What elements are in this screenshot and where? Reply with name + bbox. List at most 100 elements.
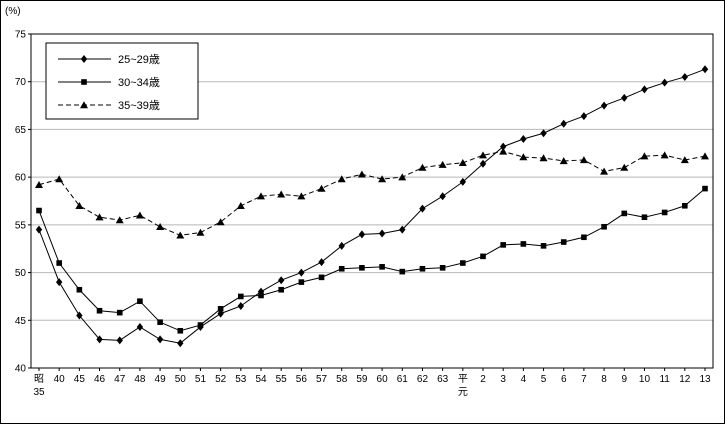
diamond-marker xyxy=(116,336,123,345)
diamond-marker xyxy=(459,177,467,186)
diamond-marker xyxy=(277,276,285,285)
x-tick-label: 12 xyxy=(679,374,691,385)
diamond-marker xyxy=(156,335,164,344)
triangle-marker xyxy=(156,222,165,230)
y-tick-label: 45 xyxy=(15,316,27,327)
series-line xyxy=(38,188,706,332)
triangle-marker xyxy=(398,173,407,181)
y-tick-label: 60 xyxy=(15,173,27,184)
triangle-marker xyxy=(499,147,508,155)
diamond-marker xyxy=(55,278,63,287)
square-marker xyxy=(298,279,305,285)
x-tick-label: 59 xyxy=(356,374,368,385)
triangle-marker xyxy=(317,184,326,192)
x-tick-label: 11 xyxy=(659,374,670,385)
diamond-marker xyxy=(318,258,325,267)
x-tick-label: 49 xyxy=(155,374,167,385)
triangle-marker xyxy=(236,201,245,209)
square-marker xyxy=(682,202,688,209)
triangle-marker xyxy=(479,151,487,159)
diamond-marker xyxy=(35,225,43,234)
plot-border xyxy=(30,33,714,369)
x-tick-label: 8 xyxy=(601,374,607,385)
x-tick-label: 平元 xyxy=(458,374,468,398)
square-marker xyxy=(359,265,365,271)
y-tick-label: 50 xyxy=(15,268,27,279)
legend-label: 25~29歳 xyxy=(118,53,160,66)
chart-legend: 25~29歳 30~34歳 35~39歳 xyxy=(45,42,199,120)
triangle-marker xyxy=(357,170,366,178)
square-marker xyxy=(76,286,83,293)
x-tick-label: 57 xyxy=(316,374,328,385)
triangle-marker xyxy=(418,163,427,171)
x-tick-label: 6 xyxy=(561,374,567,385)
triangle-marker xyxy=(75,201,84,209)
x-tick-label: 50 xyxy=(175,374,187,385)
x-tick-label: 昭 35 xyxy=(33,373,45,398)
square-marker xyxy=(621,210,628,217)
triangle-marker xyxy=(55,175,64,183)
triangle-marker xyxy=(196,228,205,236)
triangle-marker xyxy=(176,231,185,239)
triangle-marker xyxy=(660,151,669,159)
diamond-marker xyxy=(600,101,608,110)
triangle-marker xyxy=(115,216,124,224)
square-marker xyxy=(500,242,506,248)
y-tick-label: 65 xyxy=(15,125,27,136)
square-marker xyxy=(36,207,42,214)
diamond-marker xyxy=(378,229,386,238)
legend-label: 30~34歳 xyxy=(118,76,160,89)
x-tick-label: 54 xyxy=(255,374,267,385)
series-35~39歳 xyxy=(35,147,709,239)
x-tick-label: 45 xyxy=(74,374,86,385)
x-tick-label: 10 xyxy=(639,374,651,385)
square-marker xyxy=(601,223,607,230)
diamond-marker xyxy=(136,322,144,331)
triangle-marker xyxy=(95,213,104,221)
square-marker xyxy=(641,214,648,221)
x-tick-label: 52 xyxy=(215,374,227,385)
y-tick-label: 70 xyxy=(15,77,27,88)
square-marker xyxy=(56,260,62,266)
triangle-marker xyxy=(438,160,447,168)
triangle-marker xyxy=(135,211,144,219)
diamond-marker xyxy=(80,55,88,63)
x-tick-label: 53 xyxy=(235,374,247,385)
diamond-marker xyxy=(701,65,709,74)
square-marker xyxy=(96,307,103,314)
square-marker xyxy=(137,298,143,304)
diamond-marker xyxy=(358,230,366,239)
x-tick-label: 47 xyxy=(114,374,126,385)
x-tick-label: 5 xyxy=(541,374,547,385)
diamond-marker xyxy=(479,159,487,168)
square-marker xyxy=(581,234,587,241)
diamond-marker xyxy=(580,112,588,121)
series-30~34歳 xyxy=(36,185,708,334)
series-line xyxy=(38,150,706,236)
diamond-marker xyxy=(540,129,547,138)
square-marker xyxy=(258,292,264,299)
square-marker xyxy=(540,243,547,249)
triangle-marker xyxy=(80,101,88,109)
triangle-marker xyxy=(337,175,346,183)
triangle-marker xyxy=(216,218,225,226)
square-marker xyxy=(217,306,224,312)
triangle-marker xyxy=(519,153,528,161)
diamond-marker xyxy=(399,225,406,234)
x-tick-label: 40 xyxy=(54,374,66,385)
triangle-marker xyxy=(559,157,568,165)
square-marker xyxy=(81,79,87,85)
square-marker xyxy=(177,327,184,334)
x-tick-label: 13 xyxy=(699,374,711,385)
triangle-marker xyxy=(35,180,43,188)
square-marker xyxy=(702,185,708,192)
series-line xyxy=(38,68,706,344)
x-tick-label: 2 xyxy=(480,374,486,385)
diamond-marker xyxy=(439,192,446,201)
diamond-marker xyxy=(76,311,83,320)
square-marker xyxy=(197,322,204,328)
square-marker xyxy=(116,309,123,316)
square-marker xyxy=(278,286,284,293)
square-marker xyxy=(157,319,163,325)
